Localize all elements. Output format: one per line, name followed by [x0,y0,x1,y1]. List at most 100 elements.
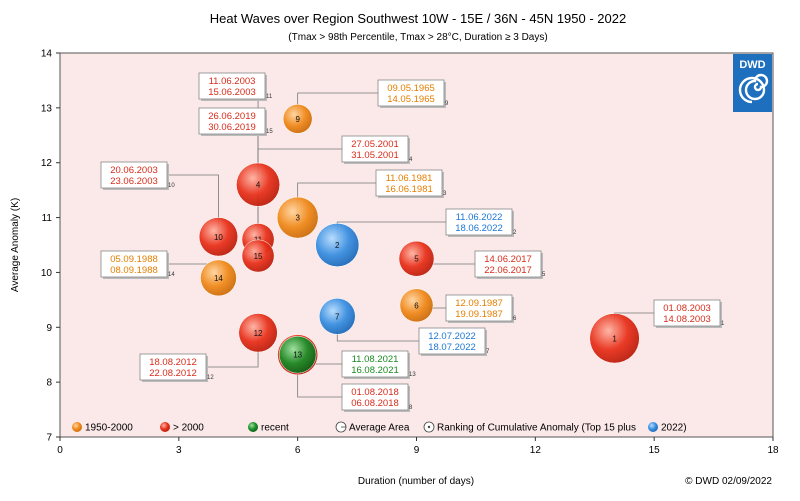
callout-start-date: 12.09.1987 [455,298,503,309]
legend-symbol-dot [427,425,431,429]
legend-item: 2022) [648,422,687,434]
bubbles: 124381012137145611159 [198,104,640,376]
legend-label: 2022) [661,423,687,434]
callout-start-date: 01.08.2003 [663,303,711,314]
callout-rank: 4 [409,157,413,163]
callout-box [445,208,513,236]
callout-box [418,327,486,355]
copyright-footer: © DWD 02/09/2022 [685,476,772,487]
y-tick-label: 7 [46,433,52,444]
callout-rank: 5 [542,272,546,278]
legend-label: 1950-2000 [85,423,133,434]
bubble-5: 5 [398,240,435,277]
callout-end-date: 30.06.2019 [208,122,256,133]
legend-item: recent [248,422,289,434]
callout-rank: 13 [409,372,416,378]
callout-leader [167,174,219,237]
bubble-rank-label: 2 [335,241,340,250]
bubble-circle [200,259,237,297]
bubble-10: 10 [198,217,238,257]
callout-start-date: 20.06.2003 [110,165,158,176]
callout-box [198,107,266,135]
callout-start-date: 26.06.2019 [208,111,256,122]
callout-end-date: 15.06.2003 [208,87,256,98]
y-tick-label: 9 [46,323,52,334]
callout-box [341,135,409,163]
callout-rank: 3 [443,191,447,197]
bubble-1: 1 [589,313,640,364]
x-tick-label: 15 [649,445,661,456]
bubble-circle [398,240,435,277]
callout-end-date: 22.06.2017 [484,265,532,276]
x-tick-label: 0 [57,445,63,456]
callout-start-date: 14.06.2017 [484,254,532,265]
x-axis-label: Duration (number of days) [358,476,474,487]
legend-label: Average Area [349,423,410,434]
callout-rank: 1 [721,321,725,327]
bubble-9: 9 [282,104,313,134]
legend-item: 1950-2000 [72,422,133,434]
callout-box [375,169,443,197]
callout-start-date: 09.05.1965 [387,83,435,94]
callout-box [341,350,409,378]
legend-symbol [648,422,658,432]
callout-box [445,294,513,322]
callout-rank: 9 [445,101,449,107]
bubble-circle [399,288,434,323]
callout-rank: 15 [266,129,273,135]
callout-box [139,353,207,381]
callout-end-date: 31.05.2001 [351,150,399,161]
x-tick-label: 3 [176,445,182,456]
callout-rank: 14 [168,272,175,278]
bubble-3: 3 [276,196,319,239]
callout-end-date: 14.08.2003 [663,314,711,325]
y-ticks: 7 8 9 10 11 12 13 14 [41,49,60,444]
bubble-circle [238,313,278,353]
callout-start-date: 05.09.1988 [110,254,158,265]
legend-label: recent [261,423,289,434]
bubble-12: 12 [238,313,278,353]
bubble-7: 7 [319,298,356,335]
x-ticks: 0 3 6 9 12 15 18 [57,437,779,456]
bubble-rank-label: 5 [414,255,419,264]
callout-start-date: 18.08.2012 [149,357,197,368]
legend-label: > 2000 [173,423,204,434]
y-tick-label: 11 [42,213,53,224]
bubble-rank-label: 3 [295,214,300,223]
y-tick-label: 12 [41,158,53,169]
callout-start-date: 11.06.2022 [456,212,503,223]
bubble-circle [315,223,360,267]
x-tick-label: 9 [414,445,420,456]
bubble-rank-label: 15 [254,252,263,261]
bubble-rank-label: 9 [295,115,300,124]
bubble-rank-label: 14 [214,274,223,283]
callout-rank: 2 [513,230,517,236]
bubble-rank-label: 1 [612,334,617,343]
bubble-circle [589,313,640,364]
callout-box [100,161,168,189]
bubble-6: 6 [399,288,434,323]
bubble-rank-label: 6 [414,301,419,310]
callout-box [198,72,266,100]
swirl-icon [738,73,769,104]
bubble-13: 13 [278,336,317,374]
chart-subtitle: (Tmax > 98th Percentile, Tmax > 28°C, Du… [288,32,547,43]
bubble-rank-label: 12 [254,329,263,338]
bubble-15: 15 [241,239,275,273]
bubble-circle [276,196,319,239]
callout-end-date: 14.05.1965 [387,94,435,105]
legend-symbol [72,422,82,432]
callout-rank: 10 [168,183,175,189]
callout-end-date: 18.07.2022 [428,342,476,353]
callout-rank: 7 [486,349,490,355]
